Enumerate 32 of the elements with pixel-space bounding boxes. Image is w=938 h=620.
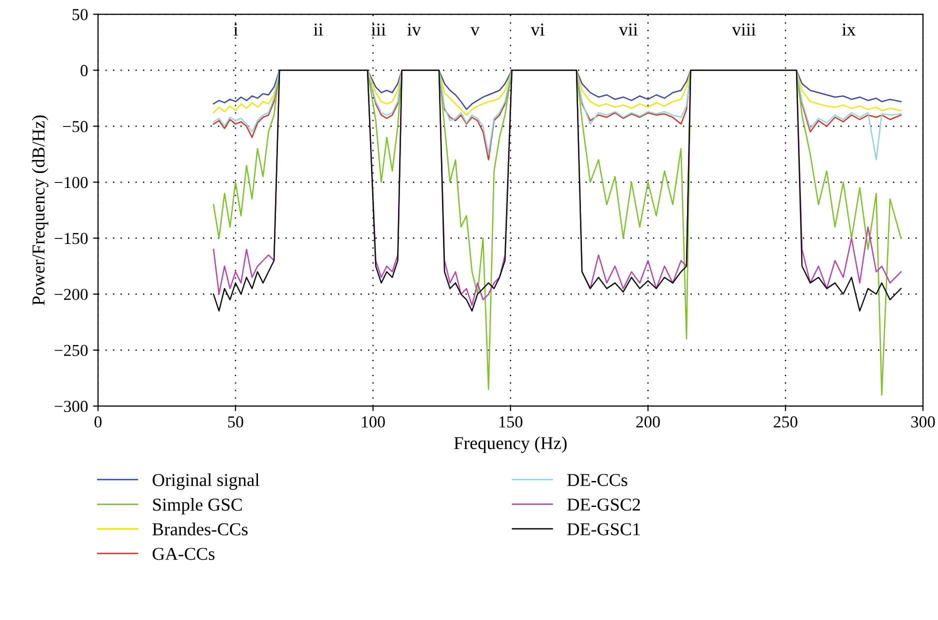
- annotation: ix: [842, 23, 856, 36]
- legend-label: DE-GSC2: [567, 498, 640, 511]
- legend-label: Simple GSC: [153, 498, 242, 514]
- legend-label: DE-CCs: [567, 474, 628, 486]
- legend-label: Brandes-CCs: [152, 522, 248, 536]
- x-tick-label: 50: [228, 416, 244, 428]
- y-axis-title: Power/Frequency (dB/Hz): [32, 115, 48, 306]
- x-tick-label: 300: [911, 416, 935, 428]
- y-tick-label: −250: [54, 344, 88, 356]
- x-tick-label: 0: [94, 416, 102, 428]
- y-tick-label: −300: [54, 400, 88, 412]
- annotation: iii: [371, 23, 386, 36]
- legend-label: DE-GSC1: [567, 523, 640, 536]
- x-tick-label: 150: [499, 416, 522, 428]
- y-tick-label: −50: [63, 120, 88, 132]
- annotation: vi: [530, 23, 544, 36]
- legend-label: GA-CCs: [152, 548, 214, 560]
- annotation: v: [470, 27, 480, 36]
- y-tick-label: −150: [54, 232, 88, 244]
- legend-label: Original signal: [152, 473, 260, 490]
- x-tick-label: 200: [636, 416, 660, 428]
- y-tick-label: 0: [80, 64, 88, 76]
- x-axis-title: Frequency (Hz): [454, 436, 567, 453]
- y-tick-label: −200: [54, 288, 88, 300]
- y-tick-label: −100: [54, 176, 88, 188]
- annotation: vii: [618, 23, 638, 36]
- x-tick-label: 250: [774, 416, 798, 428]
- annotation: iv: [407, 23, 422, 36]
- annotation: ii: [314, 23, 323, 36]
- annotation: viii: [732, 23, 756, 36]
- y-tick-label: 50: [72, 8, 88, 20]
- x-tick-label: 100: [362, 416, 385, 428]
